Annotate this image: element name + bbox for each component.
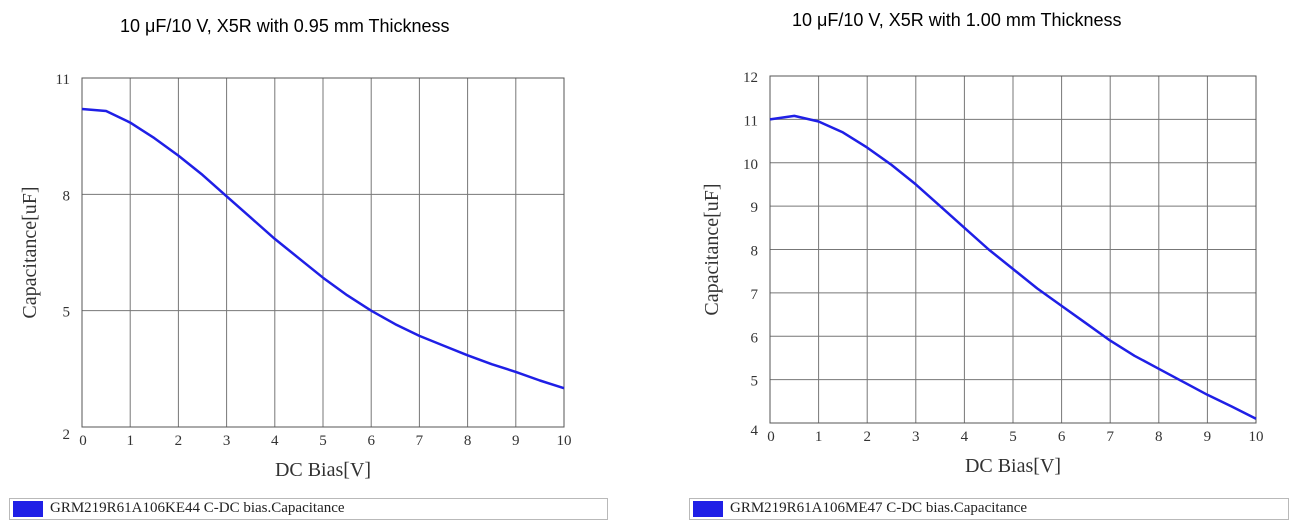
y-tick-label-right: 7 [751, 287, 759, 303]
legend-label-left: GRM219R61A106KE44 C-DC bias.Capacitance [50, 500, 345, 516]
x-tick-label-right: 0 [767, 429, 775, 445]
y-tick-label-right: 12 [743, 70, 758, 86]
y-tick-label-right: 5 [751, 374, 759, 390]
y-tick-label-right: 10 [743, 157, 758, 173]
chart-title-left: 10 μF/10 V, X5R with 0.95 mm Thickness [120, 16, 450, 36]
x-tick-label-right: 9 [1204, 429, 1212, 445]
legend-left: GRM219R61A106KE44 C-DC bias.Capacitance [9, 498, 608, 520]
plot-area-left [81, 77, 565, 428]
x-tick-label-right: 6 [1058, 429, 1066, 445]
x-tick-label-left: 6 [367, 433, 375, 449]
x-tick-label-right: 7 [1106, 429, 1114, 445]
legend-swatch-left [13, 501, 43, 517]
x-tick-label-left: 2 [175, 433, 183, 449]
y-tick-label-left: 2 [63, 427, 71, 443]
x-tick-label-left: 5 [319, 433, 327, 449]
y-tick-label-right: 8 [751, 244, 759, 260]
y-tick-label-right: 11 [744, 113, 758, 129]
x-tick-label-left: 4 [271, 433, 279, 449]
series-line-right [769, 114, 1257, 420]
x-tick-label-right: 8 [1155, 429, 1163, 445]
legend-right: GRM219R61A106ME47 C-DC bias.Capacitance [689, 498, 1289, 520]
x-tick-label-left: 8 [464, 433, 472, 449]
y-tick-label-left: 8 [63, 188, 71, 204]
x-tick-label-right: 4 [961, 429, 969, 445]
y-tick-label-left: 11 [56, 72, 70, 88]
y-tick-label-right: 9 [751, 200, 759, 216]
chart-title-right: 10 μF/10 V, X5R with 1.00 mm Thickness [792, 10, 1122, 30]
y-tick-label-left: 5 [63, 305, 71, 321]
x-tick-label-right: 10 [1249, 429, 1264, 445]
y-axis-title-left: Capacitance[uF] [19, 186, 41, 318]
x-tick-label-left: 3 [223, 433, 231, 449]
x-tick-label-left: 10 [557, 433, 572, 449]
plot-area-right [769, 75, 1257, 424]
series-line-left [81, 107, 565, 390]
x-tick-label-right: 2 [863, 429, 871, 445]
x-tick-label-right: 3 [912, 429, 920, 445]
x-axis-title-right: DC Bias[V] [965, 455, 1061, 477]
x-tick-label-right: 1 [815, 429, 823, 445]
y-tick-label-right: 6 [751, 330, 759, 346]
x-tick-label-left: 7 [416, 433, 424, 449]
x-tick-label-left: 9 [512, 433, 520, 449]
x-axis-title-left: DC Bias[V] [275, 459, 371, 481]
x-tick-label-right: 5 [1009, 429, 1017, 445]
y-tick-label-right: 4 [751, 423, 759, 439]
legend-label-right: GRM219R61A106ME47 C-DC bias.Capacitance [730, 500, 1028, 516]
x-tick-label-left: 1 [126, 433, 134, 449]
y-axis-title-right: Capacitance[uF] [701, 183, 723, 315]
x-tick-label-left: 0 [79, 433, 87, 449]
legend-swatch-right [693, 501, 723, 517]
